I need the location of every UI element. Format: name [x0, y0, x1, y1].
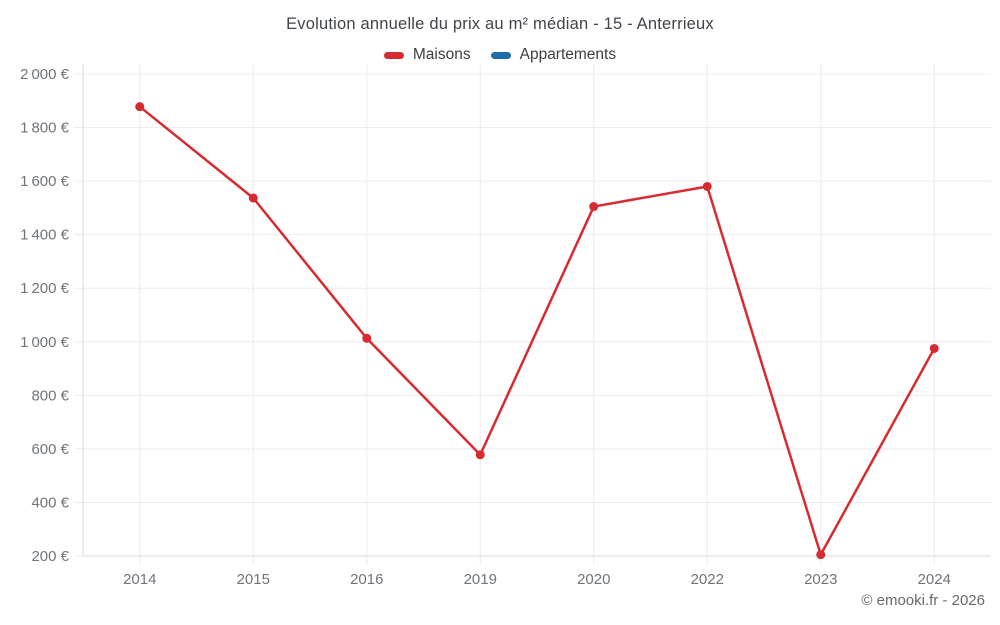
appartements-series-swatch-icon: [490, 51, 511, 59]
svg-text:2019: 2019: [464, 571, 497, 588]
svg-text:2 000 €: 2 000 €: [20, 66, 70, 83]
svg-text:800 €: 800 €: [31, 387, 69, 404]
chart-title: Evolution annuelle du prix au m² médian …: [286, 15, 714, 33]
svg-text:2020: 2020: [577, 571, 610, 588]
svg-text:2016: 2016: [350, 571, 383, 588]
svg-text:2022: 2022: [691, 571, 724, 588]
svg-text:2015: 2015: [237, 571, 270, 588]
maisons-series-swatch-icon: [383, 51, 404, 59]
legend-label-appartements: Appartements: [519, 46, 617, 63]
svg-text:400 €: 400 €: [31, 494, 69, 511]
legend-item-maisons[interactable]: Maisons: [383, 46, 471, 64]
legend: Maisons Appartements: [0, 46, 1000, 64]
copyright-watermark: © emooki.fr - 2026: [861, 592, 985, 609]
svg-text:1 800 €: 1 800 €: [20, 120, 70, 137]
svg-text:2014: 2014: [123, 571, 156, 588]
svg-text:2023: 2023: [804, 571, 837, 588]
svg-text:600 €: 600 €: [31, 441, 69, 458]
legend-item-appartements[interactable]: Appartements: [490, 46, 617, 64]
svg-text:200 €: 200 €: [31, 548, 69, 565]
svg-text:2024: 2024: [918, 571, 951, 588]
svg-text:1 400 €: 1 400 €: [20, 227, 70, 244]
svg-text:1 200 €: 1 200 €: [20, 280, 70, 297]
svg-text:1 000 €: 1 000 €: [20, 334, 70, 351]
legend-label-maisons: Maisons: [412, 46, 471, 63]
svg-text:1 600 €: 1 600 €: [20, 173, 70, 190]
